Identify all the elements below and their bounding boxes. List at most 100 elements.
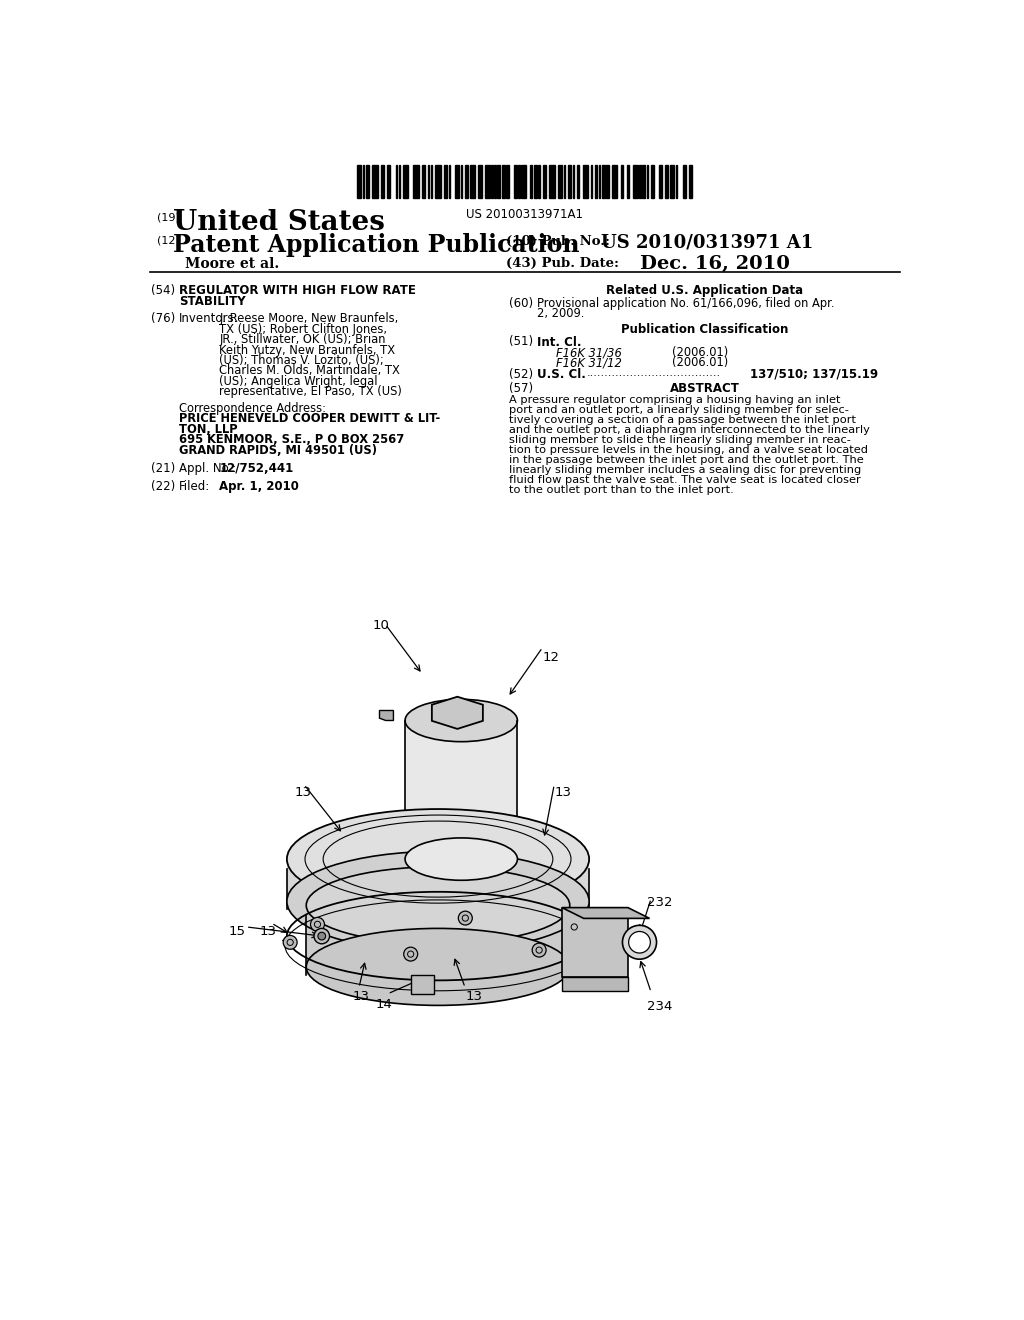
Text: (22): (22)	[152, 480, 175, 494]
Ellipse shape	[406, 700, 517, 742]
Bar	[591, 165, 593, 198]
Bar	[538, 165, 540, 198]
Text: tion to pressure levels in the housing, and a valve seat located: tion to pressure levels in the housing, …	[509, 445, 868, 455]
Text: sliding member to slide the linearly sliding member in reac-: sliding member to slide the linearly sli…	[509, 434, 851, 445]
Bar	[572, 165, 574, 198]
Ellipse shape	[287, 851, 589, 952]
Text: TX (US); Robert Clifton Jones,: TX (US); Robert Clifton Jones,	[219, 323, 387, 335]
Text: 2, 2009.: 2, 2009.	[538, 308, 585, 319]
Text: F16K 31/36: F16K 31/36	[556, 346, 622, 359]
Text: representative, El Paso, TX (US): representative, El Paso, TX (US)	[219, 385, 402, 399]
Polygon shape	[562, 908, 628, 977]
Text: 232: 232	[647, 896, 673, 909]
Bar	[428, 165, 429, 198]
Ellipse shape	[287, 809, 589, 909]
Text: (57): (57)	[509, 381, 534, 395]
Bar	[495, 165, 496, 198]
Bar	[578, 165, 579, 198]
Bar	[396, 165, 397, 198]
Polygon shape	[306, 913, 569, 974]
Bar	[492, 165, 493, 198]
Text: 15: 15	[228, 924, 246, 937]
Text: Provisional application No. 61/166,096, filed on Apr.: Provisional application No. 61/166,096, …	[538, 297, 835, 310]
Text: to the outlet port than to the inlet port.: to the outlet port than to the inlet por…	[509, 484, 734, 495]
Text: 13: 13	[295, 785, 311, 799]
Bar	[466, 165, 469, 198]
Text: fluid flow past the valve seat. The valve seat is located closer: fluid flow past the valve seat. The valv…	[509, 475, 861, 484]
Bar	[601, 165, 604, 198]
Text: 13: 13	[465, 990, 482, 1003]
Text: (US); Angelica Wright, legal: (US); Angelica Wright, legal	[219, 375, 378, 388]
Bar	[449, 165, 451, 198]
Text: tively covering a section of a passage between the inlet port: tively covering a section of a passage b…	[509, 414, 856, 425]
Circle shape	[310, 917, 325, 932]
Text: (76): (76)	[152, 313, 175, 326]
Bar	[665, 165, 668, 198]
Text: 13: 13	[352, 990, 370, 1003]
Text: A pressure regulator comprising a housing having an inlet: A pressure regulator comprising a housin…	[509, 395, 841, 405]
Bar	[676, 165, 677, 198]
Text: Filed:: Filed:	[179, 480, 210, 494]
Bar	[622, 165, 623, 198]
Bar	[612, 165, 616, 198]
Bar	[670, 165, 674, 198]
Bar	[689, 165, 692, 198]
Text: United States: United States	[173, 209, 385, 236]
Text: 13: 13	[554, 785, 571, 799]
Text: (2006.01): (2006.01)	[672, 346, 728, 359]
Circle shape	[629, 932, 650, 953]
Bar	[470, 165, 474, 198]
Bar	[647, 165, 648, 198]
Text: in the passage between the inlet port and the outlet port. The: in the passage between the inlet port an…	[509, 455, 864, 465]
Text: 12/752,441: 12/752,441	[219, 462, 294, 475]
Text: linearly sliding member includes a sealing disc for preventing: linearly sliding member includes a seali…	[509, 465, 861, 475]
Text: (52): (52)	[509, 368, 534, 381]
Text: GRAND RAPIDS, MI 49501 (US): GRAND RAPIDS, MI 49501 (US)	[179, 444, 377, 457]
Bar	[403, 165, 408, 198]
Text: JR., Stillwater, OK (US); Brian: JR., Stillwater, OK (US); Brian	[219, 333, 386, 346]
Bar	[502, 165, 505, 198]
Bar	[659, 165, 662, 198]
Ellipse shape	[306, 928, 569, 1006]
Circle shape	[284, 936, 297, 949]
Polygon shape	[562, 977, 628, 991]
Text: (60): (60)	[509, 297, 534, 310]
Bar	[534, 165, 537, 198]
Text: (US); Thomas V. Lozito, (US);: (US); Thomas V. Lozito, (US);	[219, 354, 384, 367]
Bar	[543, 165, 546, 198]
Polygon shape	[411, 974, 434, 994]
Text: STABILITY: STABILITY	[179, 296, 246, 309]
Bar	[372, 165, 378, 198]
Text: 12: 12	[543, 651, 560, 664]
Text: (51): (51)	[509, 335, 534, 348]
Bar	[606, 165, 609, 198]
Bar	[461, 165, 463, 198]
Polygon shape	[287, 867, 589, 909]
Text: (54): (54)	[152, 284, 175, 297]
Bar	[564, 165, 565, 198]
Text: Related U.S. Application Data: Related U.S. Application Data	[606, 284, 803, 297]
Bar	[639, 165, 641, 198]
Text: (2006.01): (2006.01)	[672, 356, 728, 370]
Text: 13: 13	[589, 924, 606, 937]
Text: 13: 13	[260, 924, 276, 937]
Text: Keith Yutzy, New Braunfels, TX: Keith Yutzy, New Braunfels, TX	[219, 343, 395, 356]
Bar	[549, 165, 555, 198]
Circle shape	[532, 944, 546, 957]
Text: TON, LLP: TON, LLP	[179, 422, 238, 436]
Ellipse shape	[406, 838, 517, 880]
Text: J. Reese Moore, New Braunfels,: J. Reese Moore, New Braunfels,	[219, 313, 398, 326]
Bar	[628, 165, 629, 198]
Bar	[485, 165, 489, 198]
Text: US 2010/0313971 A1: US 2010/0313971 A1	[601, 234, 813, 251]
Text: (21): (21)	[152, 462, 175, 475]
Text: Int. Cl.: Int. Cl.	[538, 335, 582, 348]
Bar	[362, 165, 365, 198]
Text: REGULATOR WITH HIGH FLOW RATE: REGULATOR WITH HIGH FLOW RATE	[179, 284, 416, 297]
Bar	[381, 165, 384, 198]
Polygon shape	[562, 908, 649, 919]
Text: Patent Application Publication: Patent Application Publication	[173, 234, 580, 257]
Text: F16K 31/12: F16K 31/12	[556, 356, 622, 370]
Circle shape	[623, 925, 656, 960]
Circle shape	[314, 928, 330, 944]
